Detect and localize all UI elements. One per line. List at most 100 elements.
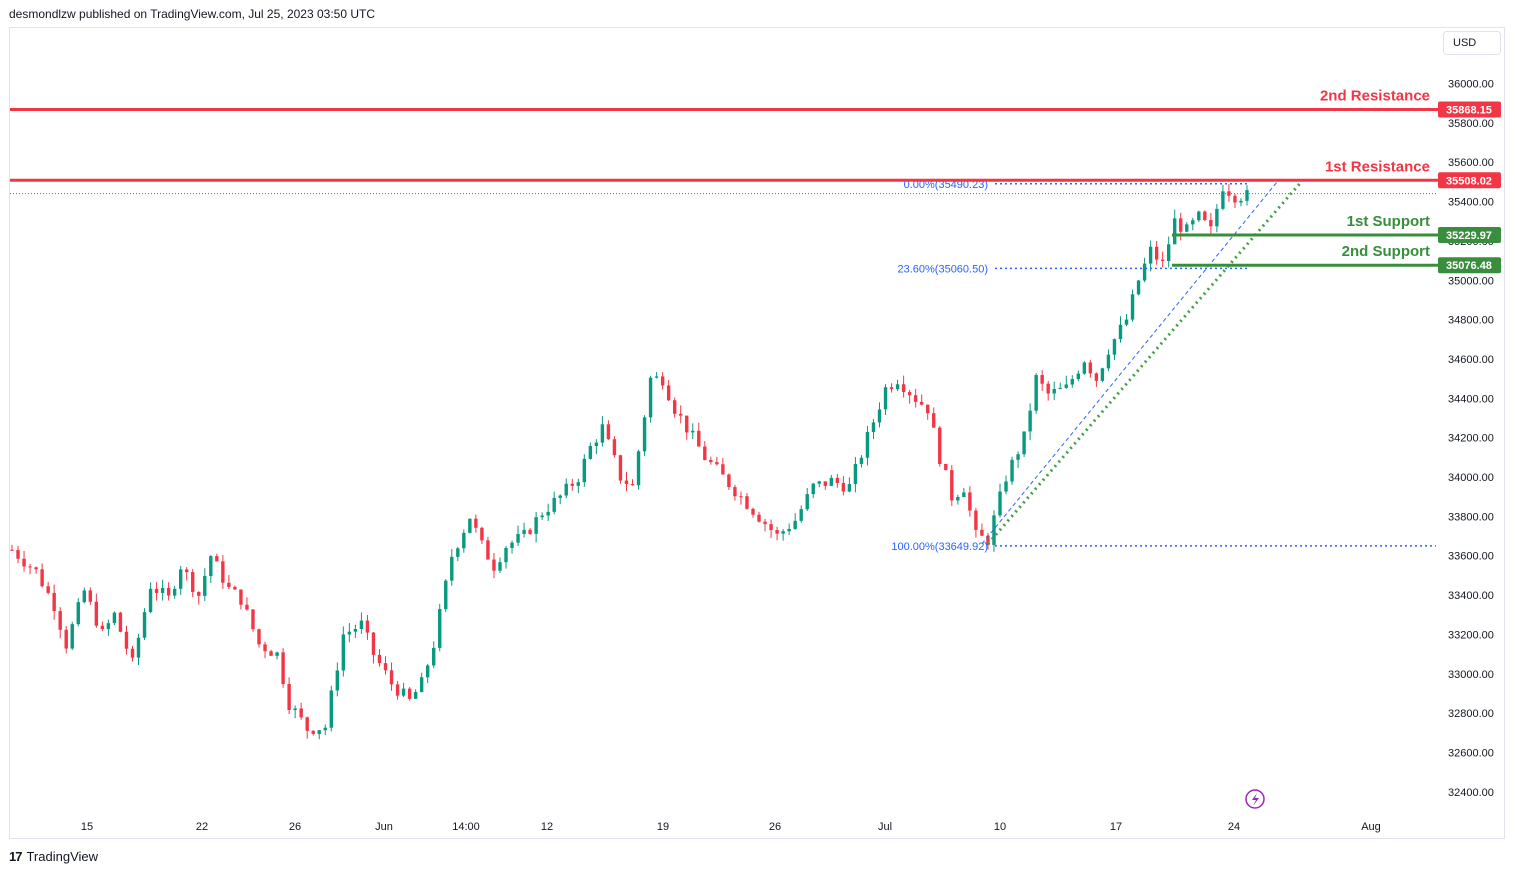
time-tick-label: 10 [994, 821, 1006, 833]
candle-body [986, 535, 990, 546]
fib-level-label: 0.00%(35490.23) [904, 179, 988, 191]
candle-body [793, 520, 797, 529]
candle-body [654, 376, 659, 378]
candle-body [275, 652, 279, 656]
candle-body [781, 531, 785, 534]
price-tick-label: 33200.00 [1448, 629, 1494, 641]
level-name-label: 1st Support [1347, 213, 1430, 230]
tradingview-brand: TradingView [26, 849, 99, 864]
candle-body [504, 547, 508, 563]
candle-body [1239, 200, 1243, 203]
candle-body [721, 464, 725, 475]
publisher-caption: desmondlzw published on TradingView.com,… [9, 7, 375, 21]
candle-body [1004, 481, 1008, 492]
level-name-label: 1st Resistance [1325, 158, 1430, 175]
candle-body [419, 677, 424, 693]
candle-body [799, 509, 803, 521]
candle-body [944, 463, 948, 471]
candle-body [630, 484, 635, 486]
candle-body [245, 604, 249, 610]
candle-body [1124, 319, 1129, 325]
candle-body [1245, 190, 1249, 201]
tradingview-footer[interactable]: 17 TradingView [9, 849, 98, 864]
candle-body [576, 482, 580, 486]
time-tick-label: Aug [1361, 821, 1381, 833]
currency-button[interactable]: USD [1443, 31, 1501, 55]
level-price-tag [1438, 257, 1501, 274]
candle-body [745, 496, 749, 509]
candle-body [281, 652, 285, 685]
candle-body [311, 730, 315, 734]
price-tick-label: 34800.00 [1448, 315, 1494, 327]
candle-body [1221, 191, 1225, 209]
candle-body [552, 497, 556, 512]
price-tick-label: 33800.00 [1448, 511, 1494, 523]
candle-body [733, 487, 737, 497]
candle-body [365, 620, 370, 633]
candle-body [1082, 362, 1087, 374]
price-tick-label: 33000.00 [1448, 669, 1494, 681]
candle-body [588, 445, 593, 459]
candle-body [10, 549, 14, 551]
time-tick-label: 17 [1110, 821, 1122, 833]
level-price-label: 35508.02 [1446, 175, 1492, 187]
candle-body [907, 392, 912, 396]
candle-body [1160, 259, 1165, 262]
candle-body [751, 508, 755, 515]
candle-body [811, 483, 815, 495]
candle-body [191, 572, 195, 593]
candle-body [1016, 454, 1020, 460]
candle-body [52, 592, 56, 612]
candle-body [540, 515, 544, 518]
candle-body [666, 385, 671, 401]
candle-body [769, 524, 773, 531]
candle-body [432, 647, 436, 666]
candle-body [106, 623, 111, 630]
candle-body [257, 629, 261, 645]
candle-body [1094, 373, 1099, 381]
candle-body [1142, 263, 1147, 281]
candle-body [841, 482, 846, 492]
candle-body [1052, 388, 1056, 394]
candle-body [172, 588, 177, 596]
candle-body [980, 529, 984, 536]
candle-body [895, 384, 900, 390]
candle-body [889, 387, 894, 390]
price-tick-label: 34200.00 [1448, 433, 1494, 445]
candle-body [287, 684, 291, 711]
candle-body [926, 404, 930, 414]
candle-body [871, 422, 876, 433]
price-tick-label: 33400.00 [1448, 590, 1494, 602]
candle-body [739, 496, 743, 498]
price-tick-label: 35800.00 [1448, 118, 1494, 130]
candle-body [919, 401, 924, 405]
candle-body [709, 459, 713, 463]
candle-body [28, 566, 32, 568]
candle-body [347, 631, 352, 635]
candle-body [389, 670, 394, 685]
candle-body [624, 480, 629, 485]
candle-body [1148, 246, 1153, 264]
candle-body [685, 415, 689, 433]
candle-body [1203, 211, 1207, 221]
candle-body [1191, 220, 1195, 225]
candle-body [691, 430, 695, 433]
candle-body [209, 556, 213, 576]
candle-body [1046, 383, 1050, 394]
candle-body [16, 549, 20, 559]
candle-body [968, 492, 972, 511]
price-tick-label: 35600.00 [1448, 157, 1494, 169]
fib-trend-line [981, 181, 1278, 545]
time-tick-label: 22 [196, 821, 208, 833]
candle-body [1209, 220, 1213, 227]
candle-body [450, 556, 454, 581]
level-price-tag [1438, 227, 1501, 244]
candle-body [829, 477, 834, 486]
candle-body [112, 612, 117, 624]
candle-body [998, 491, 1002, 516]
candle-body [787, 528, 791, 532]
price-tick-label: 35400.00 [1448, 197, 1494, 209]
candle-body [124, 631, 129, 649]
candle-body [215, 556, 219, 562]
